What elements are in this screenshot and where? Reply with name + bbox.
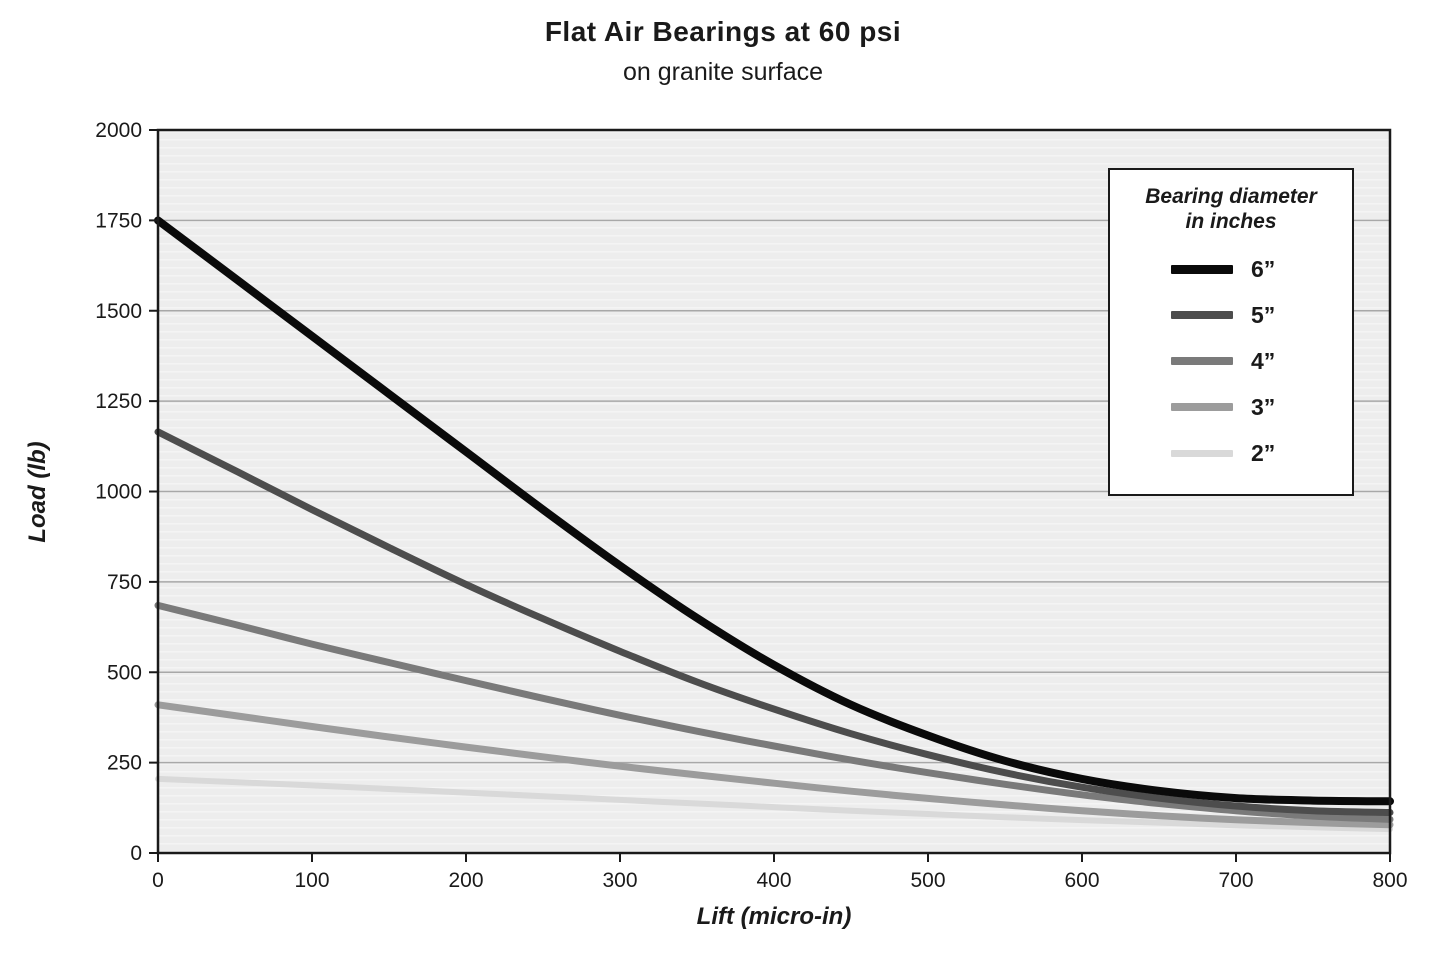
legend-entries: 6” 5” 4” 3” 2” xyxy=(1110,246,1352,476)
x-tick-label-800: 800 xyxy=(1372,869,1407,892)
legend-entry-5in: 5” xyxy=(1110,292,1352,338)
legend-label-2in: 2” xyxy=(1251,439,1276,466)
series-line-2in xyxy=(155,775,1393,833)
y-tick-label-1750: 1750 xyxy=(95,209,142,232)
legend-label-3in: 3” xyxy=(1251,393,1276,420)
y-tick-label-2000: 2000 xyxy=(95,119,142,142)
series-line-4in xyxy=(154,601,1394,823)
y-tick-label-1250: 1250 xyxy=(95,390,142,413)
series-lines xyxy=(154,216,1394,833)
y-axis-label: Load (lb) xyxy=(24,441,51,543)
y-tick-label-250: 250 xyxy=(107,752,142,775)
y-tick-label-1000: 1000 xyxy=(95,481,142,504)
legend-entry-3in: 3” xyxy=(1110,384,1352,430)
legend-title-line2: in inches xyxy=(1185,210,1277,234)
x-tick-label-600: 600 xyxy=(1064,869,1099,892)
legend-entry-6in: 6” xyxy=(1110,246,1352,292)
series-line-6in xyxy=(154,216,1394,806)
legend-title: Bearing diameter in inches xyxy=(1110,184,1352,234)
legend-label-4in: 4” xyxy=(1251,347,1276,374)
x-tick-label-300: 300 xyxy=(602,869,637,892)
legend-swatch-2in xyxy=(1171,449,1233,457)
x-tick-label-700: 700 xyxy=(1218,869,1253,892)
legend-label-5in: 5” xyxy=(1251,301,1276,328)
legend-swatch-3in xyxy=(1171,403,1233,412)
x-tick-label-400: 400 xyxy=(756,869,791,892)
y-tick-label-500: 500 xyxy=(107,661,142,684)
legend: Bearing diameter in inches 6” 5” 4” 3” 2” xyxy=(1108,168,1354,497)
legend-label-6in: 6” xyxy=(1251,255,1276,282)
x-tick-label-200: 200 xyxy=(448,869,483,892)
series-line-3in xyxy=(154,701,1394,829)
chart-subtitle: on granite surface xyxy=(622,58,824,86)
legend-swatch-5in xyxy=(1171,311,1233,320)
y-tick-label-750: 750 xyxy=(107,571,142,594)
x-axis-label: Lift (micro-in) xyxy=(696,903,852,930)
chart-title: Flat Air Bearings at 60 psi xyxy=(544,16,902,47)
x-tick-label-100: 100 xyxy=(294,869,329,892)
x-tick-label-500: 500 xyxy=(910,869,945,892)
y-tick-label-1500: 1500 xyxy=(95,300,142,323)
legend-entry-2in: 2” xyxy=(1110,430,1352,476)
y-tick-label-0: 0 xyxy=(130,842,142,865)
x-tick-label-0: 0 xyxy=(152,869,164,892)
legend-swatch-6in xyxy=(1171,264,1233,274)
legend-title-line1: Bearing diameter xyxy=(1145,185,1317,208)
axis-ticks xyxy=(149,129,1391,862)
series-line-5in xyxy=(154,428,1394,816)
legend-entry-4in: 4” xyxy=(1110,338,1352,384)
axis-tick-labels: 0 100 200 300 400 500 600 700 800 0 250 500 750 1000 1… xyxy=(95,119,1407,892)
legend-swatch-4in xyxy=(1171,357,1233,366)
